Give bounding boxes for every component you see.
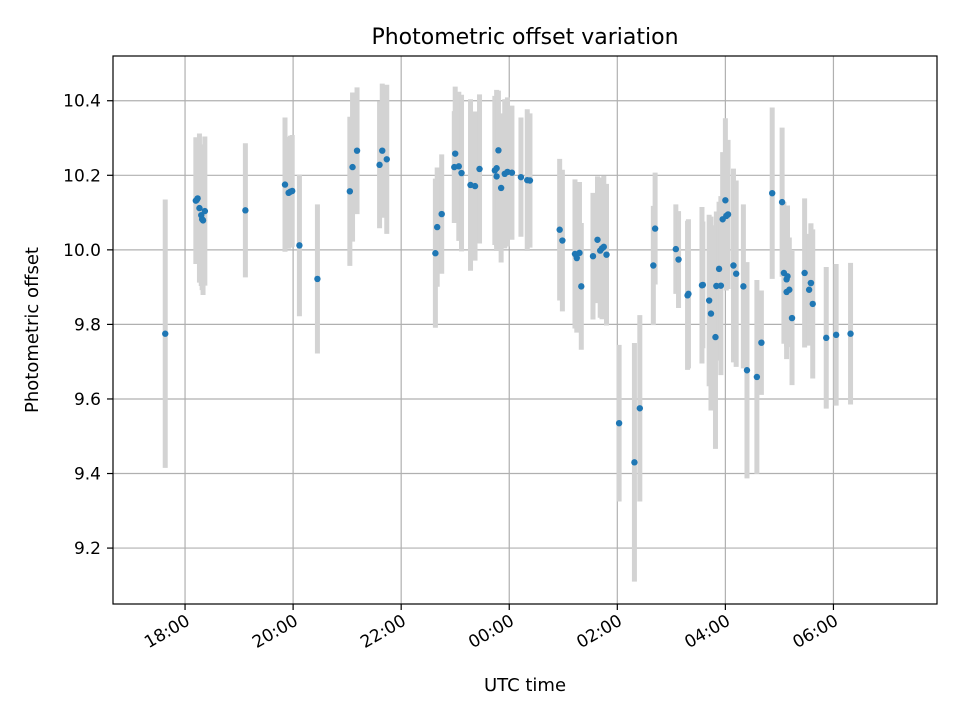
data-point <box>807 279 815 287</box>
data-point <box>455 163 463 170</box>
data-point <box>732 270 740 277</box>
data-point <box>296 242 303 249</box>
y-tick-label: 10.2 <box>63 166 101 186</box>
data-point <box>722 197 729 204</box>
data-point <box>603 251 610 258</box>
data-point <box>493 165 500 172</box>
data-point <box>788 314 796 322</box>
data-point <box>615 419 623 427</box>
data-point <box>832 331 840 339</box>
data-point <box>458 169 465 177</box>
y-tick-label: 9.4 <box>74 465 101 485</box>
data-point <box>353 147 361 154</box>
data-point <box>314 275 321 283</box>
y-axis-ticks: 9.2 9.4 9.6 9.8 10.0 10.2 10.4 <box>63 92 113 559</box>
data-point <box>576 249 583 257</box>
data-point <box>346 188 354 195</box>
data-point <box>438 210 445 218</box>
data-point <box>476 165 483 173</box>
data-point <box>495 147 502 154</box>
data-point <box>556 226 563 233</box>
data-point <box>526 177 534 184</box>
data-point <box>196 204 203 212</box>
data-point <box>847 330 854 337</box>
data-point <box>805 286 813 293</box>
data-point <box>769 189 776 197</box>
data-point <box>376 161 383 169</box>
data-point <box>699 281 707 289</box>
data-point <box>675 256 682 263</box>
data-point <box>672 245 680 253</box>
data-point <box>589 252 597 260</box>
data-point <box>497 184 505 192</box>
data-point <box>758 339 765 346</box>
y-tick-label: 10.4 <box>63 92 101 112</box>
data-point <box>717 282 725 289</box>
x-axis-label: UTC time <box>484 675 566 696</box>
data-point <box>493 173 500 180</box>
data-point <box>809 300 816 308</box>
data-point <box>712 333 719 341</box>
data-point <box>651 225 659 232</box>
data-point <box>517 173 525 181</box>
data-point <box>636 405 644 412</box>
y-tick-label: 9.6 <box>74 390 101 410</box>
data-point <box>753 373 761 381</box>
data-point <box>715 265 723 273</box>
data-point <box>650 262 657 269</box>
data-point <box>281 181 289 188</box>
data-point <box>801 269 808 277</box>
data-point <box>194 195 201 202</box>
data-point <box>730 262 737 269</box>
chart-title: Photometric offset variation <box>371 25 678 50</box>
data-point <box>349 163 356 171</box>
data-point <box>379 147 386 154</box>
data-point <box>199 217 207 224</box>
data-point <box>559 237 566 244</box>
y-tick-label: 9.2 <box>74 539 101 559</box>
data-point <box>778 198 786 206</box>
data-point <box>786 286 793 293</box>
data-point <box>508 169 516 176</box>
data-points <box>162 147 854 466</box>
y-tick-label: 9.8 <box>74 315 101 335</box>
data-point <box>823 334 830 342</box>
data-point <box>452 150 459 157</box>
data-point <box>740 283 747 290</box>
data-point <box>471 182 479 190</box>
data-point <box>724 211 732 218</box>
data-point <box>578 283 585 290</box>
data-point <box>707 310 715 317</box>
data-point <box>594 236 601 243</box>
data-point <box>383 156 390 163</box>
data-point <box>743 367 751 374</box>
data-point <box>685 290 692 298</box>
data-point <box>432 250 439 257</box>
data-point <box>162 330 169 337</box>
data-point <box>201 207 209 215</box>
data-point <box>433 223 441 231</box>
data-point <box>784 273 791 280</box>
data-point <box>600 243 607 251</box>
grid <box>113 56 937 604</box>
data-point <box>289 187 296 195</box>
y-tick-label: 10.0 <box>63 241 101 261</box>
data-point <box>242 207 249 214</box>
data-point <box>573 254 580 262</box>
data-point <box>705 297 713 304</box>
plot-frame <box>112 55 938 605</box>
y-axis-label: Photometric offset <box>22 247 43 413</box>
data-point <box>631 459 638 466</box>
